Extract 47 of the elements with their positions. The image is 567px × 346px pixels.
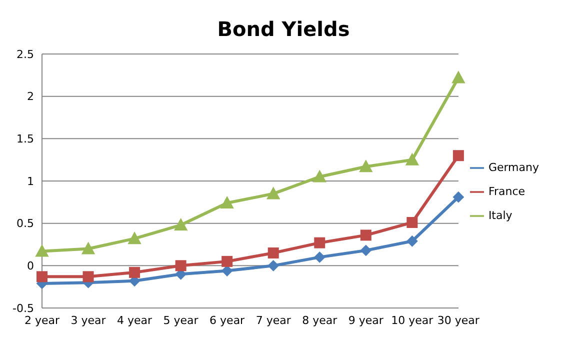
point [314,252,326,263]
point [452,71,465,84]
point [36,271,48,282]
x-tick-label: 7 year [256,314,292,327]
x-tick-label: 30 year [437,314,480,327]
point [313,170,326,182]
point [128,232,142,244]
x-tick-label: 3 year [70,314,106,327]
x-tick-label: 4 year [117,314,153,327]
point [406,236,418,247]
point [360,244,372,256]
x-tick-label: 2 year [24,314,60,327]
legend-label: France [488,185,526,198]
point [129,266,140,278]
legend-label: Italy [488,209,512,222]
point [360,230,372,241]
point [266,187,280,200]
x-tick-label: 9 year [348,314,384,327]
point [175,260,186,272]
y-tick-label: 1.5 [16,132,34,146]
point [268,247,279,258]
y-tick-label: 2 [27,90,34,104]
x-tick-label: 8 year [302,314,338,327]
point [222,265,233,276]
y-tick-label: 2.5 [16,48,34,61]
x-tick-label: 6 year [210,314,246,327]
point [359,160,372,172]
legend-label: Germany [488,161,539,174]
point [452,150,464,162]
point [82,271,94,282]
y-tick-label: 0 [27,260,34,273]
y-tick-label: -0.5 [12,302,34,315]
point [452,192,464,203]
point [82,242,95,254]
point [36,244,48,257]
point [406,216,418,228]
point [406,153,419,166]
point [174,218,188,231]
y-tick-label: 1 [27,174,34,188]
x-tick-label: 5 year [163,314,199,327]
point [268,260,279,272]
x-tick-label: 10 year [391,314,434,327]
chart-title: Bond Yields [216,16,351,43]
point [220,196,234,209]
y-tick-label: 0.5 [16,217,34,230]
point [314,237,326,248]
point [222,256,233,267]
